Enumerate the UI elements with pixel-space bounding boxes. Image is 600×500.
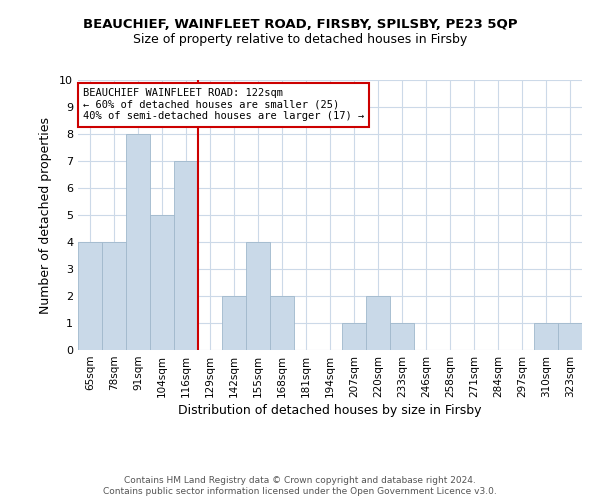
Bar: [342, 323, 366, 350]
Bar: [390, 323, 414, 350]
Bar: [222, 296, 246, 350]
Text: BEAUCHIEF, WAINFLEET ROAD, FIRSBY, SPILSBY, PE23 5QP: BEAUCHIEF, WAINFLEET ROAD, FIRSBY, SPILS…: [83, 18, 517, 30]
Bar: [150, 215, 174, 350]
Bar: [246, 242, 270, 350]
Bar: [174, 161, 198, 350]
Bar: [558, 323, 582, 350]
X-axis label: Distribution of detached houses by size in Firsby: Distribution of detached houses by size …: [178, 404, 482, 417]
Bar: [126, 134, 150, 350]
Bar: [78, 242, 102, 350]
Bar: [102, 242, 126, 350]
Y-axis label: Number of detached properties: Number of detached properties: [39, 116, 52, 314]
Text: Contains HM Land Registry data © Crown copyright and database right 2024.: Contains HM Land Registry data © Crown c…: [124, 476, 476, 485]
Text: Contains public sector information licensed under the Open Government Licence v3: Contains public sector information licen…: [103, 488, 497, 496]
Bar: [366, 296, 390, 350]
Text: BEAUCHIEF WAINFLEET ROAD: 122sqm
← 60% of detached houses are smaller (25)
40% o: BEAUCHIEF WAINFLEET ROAD: 122sqm ← 60% o…: [83, 88, 364, 122]
Bar: [270, 296, 294, 350]
Bar: [534, 323, 558, 350]
Text: Size of property relative to detached houses in Firsby: Size of property relative to detached ho…: [133, 34, 467, 46]
